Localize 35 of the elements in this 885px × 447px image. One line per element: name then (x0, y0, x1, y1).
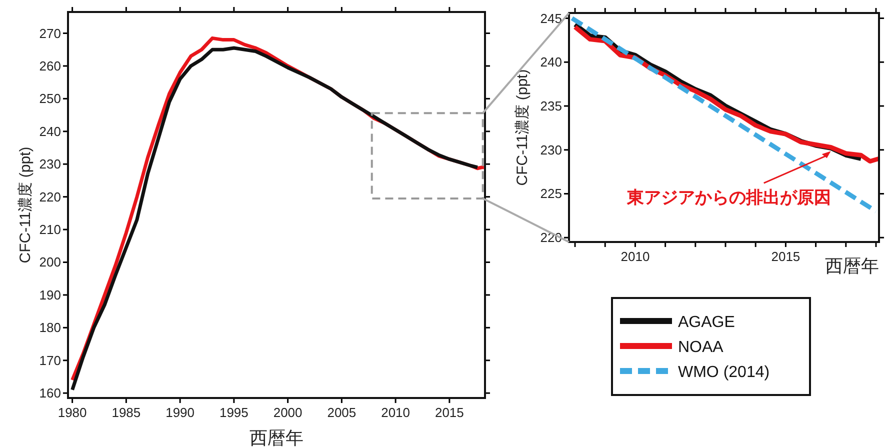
x-tick-label: 1990 (166, 405, 195, 420)
legend-label: NOAA (678, 339, 724, 356)
y-tick-label: 245 (540, 10, 562, 26)
x-tick-label: 1980 (58, 405, 87, 420)
y-tick-label: 170 (39, 352, 61, 368)
y-axis-title: CFC-11濃度 (ppt) (514, 69, 531, 186)
y-tick-label: 200 (39, 254, 61, 270)
y-axis-title: CFC-11濃度 (ppt) (17, 146, 34, 264)
y-tick-label: 230 (540, 142, 562, 158)
x-tick-label: 1985 (112, 405, 141, 420)
x-tick-label: 2010 (381, 405, 410, 420)
y-tick-label: 160 (39, 386, 61, 401)
y-tick-label: 260 (39, 58, 61, 74)
y-tick-label: 235 (540, 98, 562, 114)
y-tick-label: 270 (39, 26, 61, 41)
x-tick-label: 1995 (219, 405, 248, 420)
y-tick-label: 240 (540, 54, 562, 70)
y-tick-label: 240 (39, 124, 61, 139)
x-axis-title: 西暦年 (250, 428, 304, 447)
legend-label: WMO (2014) (678, 364, 770, 381)
y-tick-label: 220 (39, 189, 61, 204)
legend-label: AGAGE (678, 314, 735, 331)
y-tick-label: 250 (39, 91, 61, 106)
y-tick-label: 225 (540, 186, 562, 202)
y-tick-label: 210 (39, 222, 61, 238)
x-tick-label: 2000 (273, 405, 302, 420)
x-axis-title: 西暦年 (825, 256, 879, 276)
x-tick-label: 2015 (771, 249, 800, 264)
y-tick-label: 190 (39, 287, 61, 302)
x-tick-label: 2010 (620, 249, 650, 264)
y-tick-label: 180 (39, 320, 61, 336)
y-tick-label: 230 (39, 156, 61, 172)
annotation: 東アジアからの排出が原因 (626, 188, 831, 208)
x-tick-label: 2015 (434, 405, 464, 420)
x-tick-label: 2005 (327, 405, 356, 420)
